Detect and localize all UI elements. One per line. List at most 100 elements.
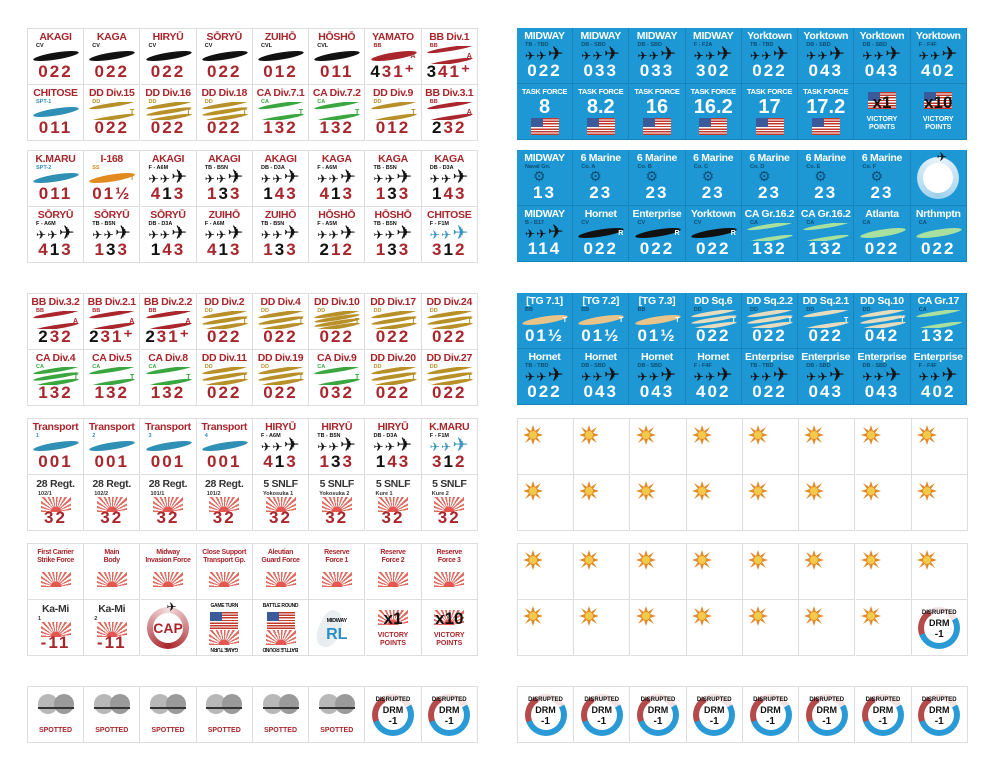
counter-ship[interactable]: DD Div.19 DD T 022	[253, 350, 309, 406]
counter-explosion[interactable]	[518, 475, 574, 531]
counter-air[interactable]: ZUIHŌ TB - B5N ✈ ✈ ✈ 133	[253, 207, 309, 263]
counter-ship[interactable]: HIRYŪ CV 022	[140, 29, 197, 85]
counter-force[interactable]: Reserve Force 1	[309, 544, 366, 600]
counter-air[interactable]: Hornet F - F4F ✈ ✈ ✈ 402	[685, 349, 742, 405]
counter-tf[interactable]: TASK FORCE 16.2	[685, 84, 742, 140]
counter-marine[interactable]: 6 Marine Co. B ⚙ 23	[629, 150, 686, 206]
counter-air[interactable]: Enterprise TB - TBD ✈ ✈ ✈ 022	[742, 349, 798, 405]
counter-ship[interactable]: CA Gr.16.2 CA 132	[742, 206, 798, 262]
counter-air[interactable]: K.MARU F - F1M ✈ ✈ ✈ 312	[421, 419, 478, 475]
counter-spotted[interactable]: SPOTTED	[140, 687, 197, 743]
counter-ship[interactable]: HŌSHŌ CVL 011	[309, 29, 366, 85]
counter-ship[interactable]: DD Div.10 DD T 022	[309, 294, 366, 350]
counter-explosion[interactable]	[911, 419, 968, 475]
counter-disrupted[interactable]: DISRUPTED DRM -1	[911, 687, 968, 743]
counter-ship[interactable]: Hornet CV R 022	[573, 206, 630, 262]
counter-spotted[interactable]: SPOTTED	[253, 687, 309, 743]
counter-ship[interactable]: BB Div.1 BB A 341⁺	[421, 29, 478, 85]
counter-tf[interactable]: TASK FORCE 16	[629, 84, 686, 140]
counter-ship[interactable]: ZUIHŌ CVL 012	[253, 29, 309, 85]
counter-turn[interactable]: GAME TURN GAME TURN	[196, 600, 253, 656]
counter-air[interactable]: ZUIHŌ F - A6M ✈ ✈ ✈ 413	[196, 207, 253, 263]
counter-ship[interactable]: I-168 SS T 01½	[84, 151, 141, 207]
counter-ship[interactable]: DD Div.4 DD T 022	[253, 294, 309, 350]
counter-ship[interactable]: DD Div.20 DD T 022	[365, 350, 422, 406]
counter-air[interactable]: Enterprise DB - SBD ✈ ✈ ✈ 043	[854, 349, 911, 405]
counter-ship[interactable]: BB Div.3.2 BB A 232	[28, 294, 84, 350]
counter-explosion[interactable]	[518, 544, 574, 600]
counter-air[interactable]: Hornet TB - TBD ✈ ✈ ✈ 022	[517, 349, 573, 405]
counter-explosion[interactable]	[799, 600, 856, 656]
counter-ship[interactable]: CHITOSE SPT-1 011	[28, 85, 84, 141]
counter-ship[interactable]: CA Div.7.2 CA T 132	[309, 85, 366, 141]
counter-force[interactable]: Reserve Force 3	[421, 544, 478, 600]
counter-air[interactable]: KAGA DB - D3A ✈ ✈ ✈ 143	[421, 151, 478, 207]
counter-regt[interactable]: 28 Regt. 102/2 32	[84, 475, 141, 531]
counter-air[interactable]: Yorktown DB - SBD ✈ ✈ ✈ 043	[798, 28, 855, 84]
counter-kami[interactable]: Ka-Mi 1 -11	[28, 600, 84, 656]
counter-rl[interactable]: MIDWAY RL	[309, 600, 366, 656]
counter-air[interactable]: HŌSHŌ TB - B5N ✈ ✈ ✈ 133	[365, 207, 422, 263]
counter-ship[interactable]: YAMATO BB A 431⁺	[365, 29, 422, 85]
counter-tf[interactable]: TASK FORCE 17	[742, 84, 798, 140]
counter-explosion[interactable]	[686, 475, 743, 531]
counter-explosion[interactable]	[686, 544, 743, 600]
counter-ship[interactable]: Yorktown CV R 022	[685, 206, 742, 262]
counter-explosion[interactable]	[518, 600, 574, 656]
counter-kami[interactable]: Ka-Mi 2 -11	[84, 600, 141, 656]
counter-vp[interactable]: x1 VICTORY POINTS	[854, 84, 911, 140]
counter-regt[interactable]: 28 Regt. 101/1 32	[140, 475, 197, 531]
counter-explosion[interactable]	[686, 419, 743, 475]
counter-explosion[interactable]	[799, 475, 856, 531]
counter-ship[interactable]: AKAGI CV 022	[28, 29, 84, 85]
counter-ship[interactable]: SŌRYŪ CV 022	[196, 29, 253, 85]
counter-air[interactable]: AKAGI F - A6M ✈ ✈ ✈ 413	[140, 151, 197, 207]
counter-explosion[interactable]	[630, 544, 687, 600]
counter-explosion[interactable]	[574, 419, 631, 475]
counter-ship[interactable]: BB Div.3.1 BB A 232	[421, 85, 478, 141]
counter-air[interactable]: Enterprise DB - SBD ✈ ✈ ✈ 043	[798, 349, 855, 405]
counter-cap[interactable]: CAP ✈	[140, 600, 197, 656]
counter-explosion[interactable]	[855, 544, 912, 600]
counter-ship[interactable]: DD Div.16 DD T 022	[140, 85, 197, 141]
counter-marine[interactable]: MIDWAY Naval Gn. ⚙ 13	[517, 150, 573, 206]
counter-ship[interactable]: Atlanta CA 022	[854, 206, 911, 262]
counter-force[interactable]: Close Support Transport Gp.	[196, 544, 253, 600]
counter-turn[interactable]: BATTLE ROUND BATTLE ROUND	[253, 600, 309, 656]
counter-explosion[interactable]	[911, 475, 968, 531]
counter-explosion[interactable]	[855, 600, 912, 656]
counter-ship[interactable]: DD Div.17 DD T 022	[365, 294, 422, 350]
counter-ship[interactable]: DD Div.27 DD T 022	[421, 350, 478, 406]
counter-air[interactable]: MIDWAY DB - SBD ✈ ✈ ✈ 033	[573, 28, 630, 84]
counter-ship[interactable]: KAGA CV 022	[84, 29, 141, 85]
counter-ship[interactable]: DD Div.15 DD T 022	[84, 85, 141, 141]
counter-regt[interactable]: 5 SNLF Yokosuka 1 32	[253, 475, 309, 531]
counter-cap[interactable]: CAP ✈	[910, 150, 967, 206]
counter-ship[interactable]: DD Div.2 DD T 022	[196, 294, 253, 350]
counter-regt[interactable]: 28 Regt. 102/1 32	[28, 475, 84, 531]
counter-ship[interactable]: [TG 7.3] BB T 01½	[629, 293, 686, 349]
counter-explosion[interactable]	[743, 475, 799, 531]
counter-ship[interactable]: CA Div.8 CA T 132	[140, 350, 197, 406]
counter-ship[interactable]: CA Gr.16.2 CA 132	[798, 206, 855, 262]
counter-marine[interactable]: 6 Marine Co. F ⚙ 23	[854, 150, 911, 206]
counter-air[interactable]: HIRYŪ DB - D3A ✈ ✈ ✈ 143	[365, 419, 422, 475]
counter-explosion[interactable]	[630, 419, 687, 475]
counter-disrupted[interactable]: DISRUPTED DRM -1	[911, 600, 968, 656]
counter-air[interactable]: Hornet DB - SBD ✈ ✈ ✈ 043	[573, 349, 630, 405]
counter-disrupted[interactable]: DISRUPTED DRM -1	[743, 687, 799, 743]
counter-spotted[interactable]: SPOTTED	[309, 687, 366, 743]
counter-force[interactable]: Aleutian Guard Force	[253, 544, 309, 600]
counter-vp[interactable]: x10 VICTORY POINTS	[910, 84, 967, 140]
counter-explosion[interactable]	[799, 419, 856, 475]
counter-ship[interactable]: DD Sq.10 DD T 042	[854, 293, 911, 349]
counter-disrupted[interactable]: DISRUPTED DRM -1	[630, 687, 687, 743]
counter-explosion[interactable]	[911, 544, 968, 600]
counter-ship[interactable]: CA Gr.17 CA 132	[910, 293, 967, 349]
counter-explosion[interactable]	[743, 544, 799, 600]
counter-marine[interactable]: 6 Marine Co. C ⚙ 23	[685, 150, 742, 206]
counter-air[interactable]: Yorktown F - F4F ✈ ✈ ✈ 402	[910, 28, 967, 84]
counter-ship[interactable]: DD Div.9 DD T 012	[365, 85, 422, 141]
counter-spotted[interactable]: SPOTTED	[28, 687, 84, 743]
counter-force[interactable]: Main Body	[84, 544, 141, 600]
